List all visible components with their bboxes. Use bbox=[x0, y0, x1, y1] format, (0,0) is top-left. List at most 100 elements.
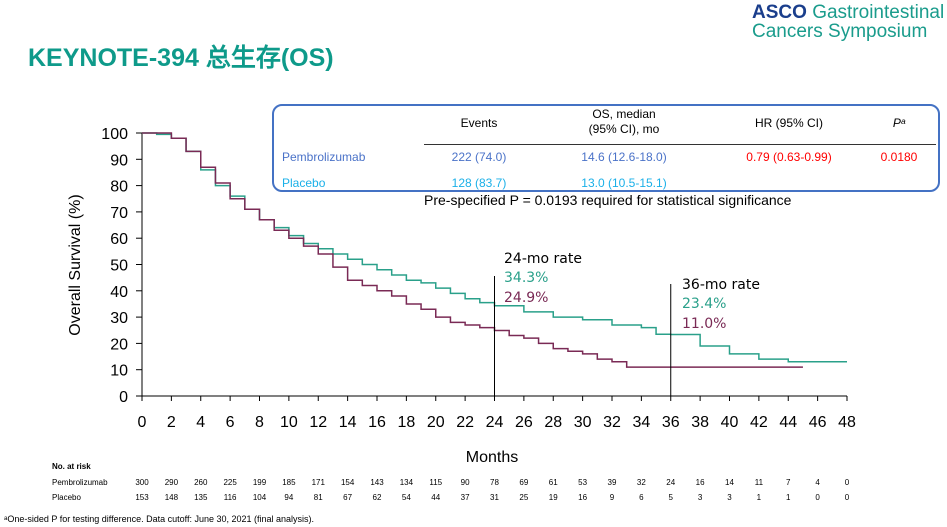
x-tick-label: 20 bbox=[427, 414, 445, 431]
x-tick-label: 18 bbox=[397, 414, 415, 431]
x-tick-label: 40 bbox=[721, 414, 739, 431]
x-tick-label: 14 bbox=[339, 414, 357, 431]
y-tick-label: 20 bbox=[110, 336, 128, 353]
risk-count: 16 bbox=[578, 493, 588, 502]
rate-pembro: 23.4% bbox=[682, 296, 727, 312]
x-tick-label: 2 bbox=[167, 414, 176, 431]
x-tick-label: 10 bbox=[280, 414, 298, 431]
y-axis-label: Overall Survival (%) bbox=[67, 194, 84, 335]
y-tick-label: 0 bbox=[119, 389, 128, 406]
risk-count: 171 bbox=[311, 478, 325, 487]
x-tick-label: 4 bbox=[196, 414, 205, 431]
x-tick-label: 32 bbox=[603, 414, 621, 431]
risk-count: 62 bbox=[372, 493, 382, 502]
x-tick-label: 16 bbox=[368, 414, 386, 431]
risk-count: 11 bbox=[754, 478, 764, 487]
cell: 0.79 (0.63-0.99) bbox=[746, 150, 832, 164]
x-tick-label: 12 bbox=[309, 414, 327, 431]
risk-count: 1 bbox=[756, 493, 762, 502]
cell: 128 (83.7) bbox=[451, 176, 507, 190]
slide-title: KEYNOTE-394 总生存(OS) bbox=[28, 44, 334, 72]
row-arm: Pembrolizumab bbox=[282, 150, 366, 164]
risk-count: 199 bbox=[252, 478, 267, 487]
risk-count: 5 bbox=[668, 493, 673, 502]
risk-count: 24 bbox=[666, 478, 676, 487]
x-tick-label: 0 bbox=[138, 414, 147, 431]
risk-count: 7 bbox=[786, 478, 791, 487]
header-p: Pᵃ bbox=[892, 116, 906, 130]
row-arm: Placebo bbox=[282, 176, 326, 190]
risk-count: 260 bbox=[194, 478, 208, 487]
footnote: ᵃOne-sided P for testing difference. Dat… bbox=[4, 514, 315, 524]
x-tick-label: 48 bbox=[838, 414, 856, 431]
y-tick-label: 40 bbox=[110, 284, 128, 301]
y-tick-label: 60 bbox=[110, 231, 128, 248]
x-axis-label: Months bbox=[466, 449, 518, 466]
rate-label: 24-mo rate bbox=[504, 251, 582, 267]
x-tick-label: 46 bbox=[809, 414, 827, 431]
risk-count: 67 bbox=[343, 493, 353, 502]
risk-count: 32 bbox=[636, 478, 646, 487]
risk-count: 69 bbox=[519, 478, 529, 487]
rate-placebo: 24.9% bbox=[504, 290, 549, 306]
risk-count: 0 bbox=[815, 493, 820, 502]
risk-title: No. at risk bbox=[52, 462, 91, 471]
survival-curve-placebo bbox=[142, 132, 803, 368]
risk-count: 54 bbox=[401, 493, 411, 502]
y-tick-label: 50 bbox=[110, 258, 128, 275]
x-tick-label: 6 bbox=[226, 414, 235, 431]
significance-note: Pre-specified P = 0.0193 required for st… bbox=[424, 192, 792, 208]
risk-count: 25 bbox=[519, 493, 529, 502]
x-tick-label: 42 bbox=[750, 414, 768, 431]
x-tick-label: 28 bbox=[544, 414, 562, 431]
risk-count: 14 bbox=[725, 478, 734, 487]
risk-count: 1 bbox=[786, 493, 791, 502]
risk-count: 39 bbox=[607, 478, 617, 487]
cell: 13.0 (10.5-15.1) bbox=[581, 176, 667, 190]
x-tick-label: 8 bbox=[255, 414, 264, 431]
x-tick-label: 26 bbox=[515, 414, 533, 431]
y-tick-label: 10 bbox=[110, 363, 128, 380]
risk-count: 104 bbox=[252, 493, 267, 502]
header-events: Events bbox=[460, 116, 498, 130]
risk-count: 19 bbox=[548, 493, 558, 502]
risk-count: 6 bbox=[639, 493, 644, 502]
risk-count: 290 bbox=[164, 478, 179, 487]
risk-count: 300 bbox=[135, 478, 149, 487]
risk-count: 16 bbox=[695, 478, 705, 487]
risk-count: 31 bbox=[490, 493, 499, 502]
risk-count: 37 bbox=[460, 493, 470, 502]
risk-count: 135 bbox=[194, 493, 208, 502]
risk-count: 0 bbox=[844, 493, 850, 502]
cell: 14.6 (12.6-18.0) bbox=[581, 150, 667, 164]
risk-count: 134 bbox=[399, 478, 414, 487]
risk-count: 154 bbox=[340, 478, 355, 487]
risk-count: 81 bbox=[313, 493, 323, 502]
risk-count: 225 bbox=[223, 478, 237, 487]
cell: 222 (74.0) bbox=[451, 150, 507, 164]
header-hr: HR (95% CI) bbox=[754, 116, 823, 130]
y-tick-label: 70 bbox=[110, 205, 128, 222]
risk-count: 116 bbox=[223, 493, 237, 502]
header-os: OS, median (95% CI), mo bbox=[588, 107, 660, 136]
risk-count: 9 bbox=[609, 493, 615, 502]
x-tick-label: 36 bbox=[662, 414, 680, 431]
risk-count: 3 bbox=[697, 493, 703, 502]
rate-label: 36-mo rate bbox=[682, 277, 760, 293]
y-tick-label: 90 bbox=[110, 152, 128, 169]
x-tick-label: 24 bbox=[486, 414, 504, 431]
risk-count: 4 bbox=[815, 478, 820, 487]
risk-count: 53 bbox=[578, 478, 588, 487]
risk-count: 185 bbox=[282, 478, 296, 487]
x-tick-label: 30 bbox=[574, 414, 592, 431]
risk-count: 44 bbox=[431, 493, 441, 502]
x-tick-label: 38 bbox=[691, 414, 709, 431]
risk-count: 94 bbox=[284, 493, 294, 502]
rate-pembro: 34.3% bbox=[504, 270, 549, 286]
results-table: Events OS, median (95% CI), mo HR (95% C… bbox=[272, 104, 940, 192]
risk-count: 0 bbox=[844, 478, 850, 487]
risk-count: 115 bbox=[429, 478, 443, 487]
x-tick-label: 34 bbox=[632, 414, 650, 431]
